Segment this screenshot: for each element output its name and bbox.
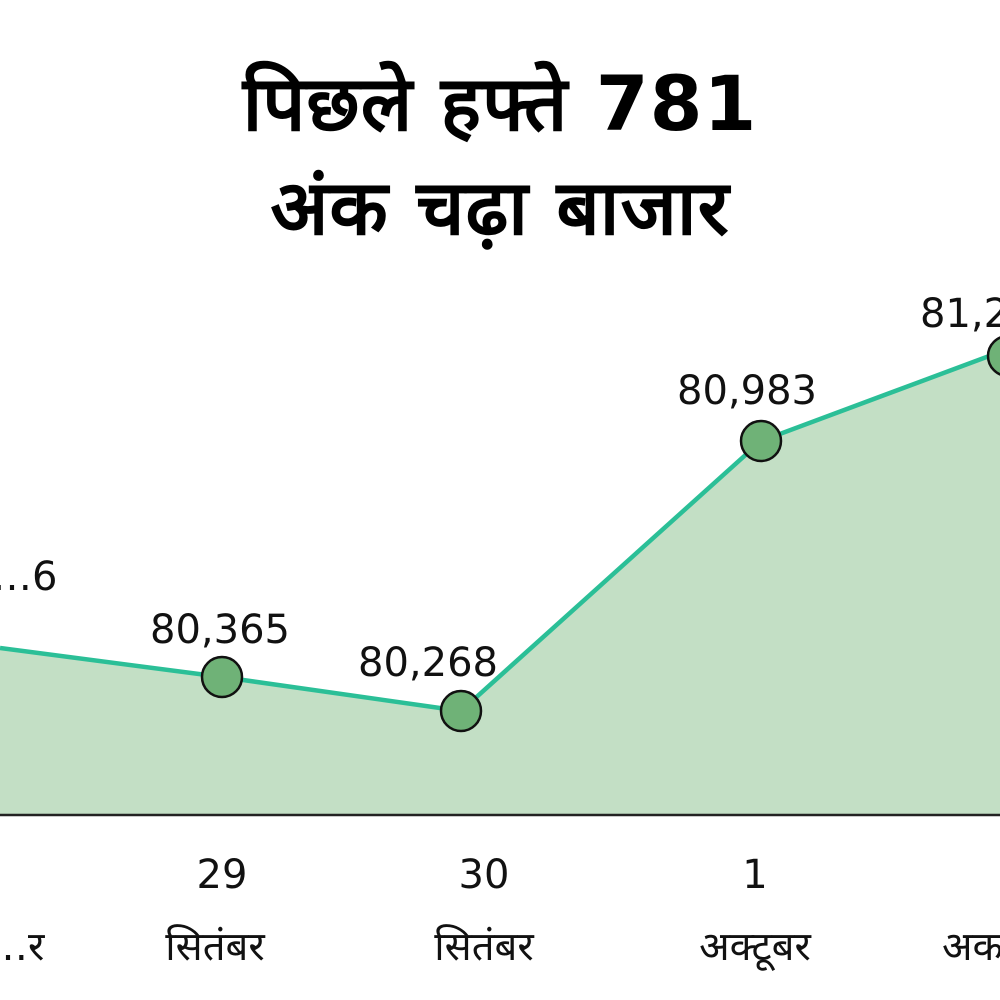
x-month-left: …र xyxy=(0,924,45,970)
chart-title: पिछले हफ्ते 781 अंक चढ़ा बाजार xyxy=(0,52,1000,260)
value-label-right: 81,2… xyxy=(920,291,1000,337)
title-line-2: अंक चढ़ा बाजार xyxy=(270,163,730,252)
x-month-right: अक… xyxy=(942,924,1000,970)
value-label-30-sep: 80,268 xyxy=(358,640,498,686)
x-month-1: अक्टूबर xyxy=(699,924,811,971)
value-label-1-oct: 80,983 xyxy=(677,368,817,414)
data-point-29-sep xyxy=(200,655,244,699)
area-fill xyxy=(0,352,1000,815)
x-month-29: सितंबर xyxy=(165,924,265,970)
data-point-2-oct xyxy=(986,336,1000,376)
data-point-1-oct xyxy=(739,419,783,463)
title-line-1: पिछले हफ्ते 781 xyxy=(242,59,758,148)
x-day-1: 1 xyxy=(742,852,767,898)
value-label-29-sep: 80,365 xyxy=(150,607,290,653)
x-day-30: 30 xyxy=(459,852,510,898)
x-month-30: सितंबर xyxy=(434,924,534,970)
data-point-30-sep xyxy=(439,689,483,733)
x-day-29: 29 xyxy=(197,852,248,898)
value-label-left: …6 xyxy=(0,554,57,600)
